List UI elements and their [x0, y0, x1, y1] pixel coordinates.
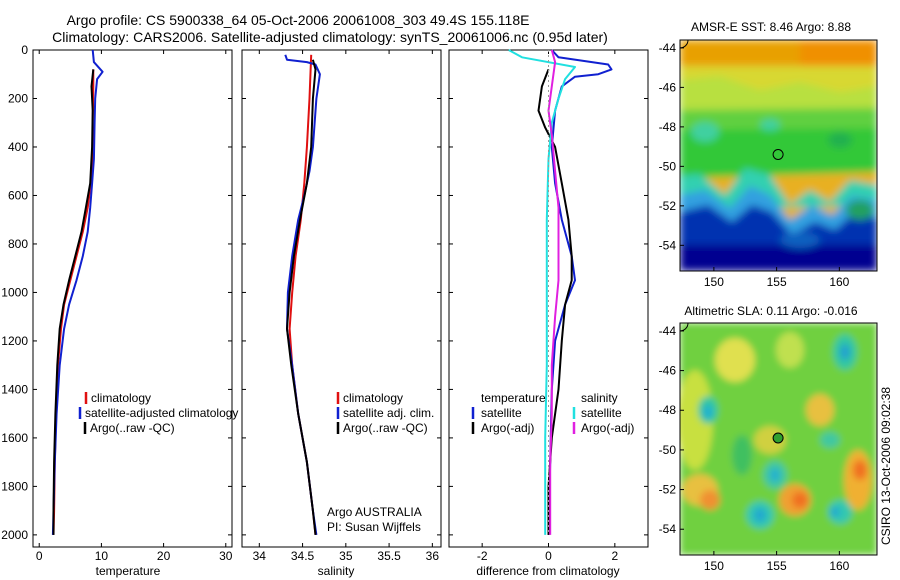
sst-heatmap [680, 40, 877, 271]
diff-legend-salinity-title: salinity [581, 391, 618, 405]
sst_map-lat-label: -44 [659, 41, 677, 55]
salinity-line-argo-raw-qc [286, 59, 317, 536]
salinity-series [284, 54, 321, 536]
temperature-xtick-label: 20 [157, 549, 171, 563]
difference-line-temperature-satellite [547, 49, 613, 535]
difference-profile-panel: -2 0 2 difference from climatology tempera… [448, 49, 649, 578]
depth-tick-label: 400 [8, 140, 28, 154]
sst-map-corner-arc [679, 39, 689, 49]
temperature-x-label: temperature [96, 564, 161, 578]
sla-map-corner-arc [679, 322, 689, 332]
salinity-xtick-label: 36 [426, 549, 440, 563]
sst_map-lon-label: 155 [767, 275, 787, 289]
salinity-xtick-label: 35.5 [377, 549, 401, 563]
temperature-series [51, 49, 104, 535]
sla-argo-location-marker [772, 432, 784, 444]
sst_map-lat-label: -46 [659, 80, 677, 94]
sla-map-title: Altimetric SLA: 0.11 Argo: -0.016 [684, 304, 858, 318]
depth-tick-label: 1800 [1, 479, 28, 493]
difference-axis-ticks: -2 0 2 [449, 49, 648, 563]
sst-map-ticks: 150 155 160 -44 -46 -48 -50 -52 -54 [659, 41, 850, 289]
depth-tick-label: 800 [8, 237, 28, 251]
difference-line-salinity-argo-adj [547, 49, 560, 535]
difference-line-salinity-satellite [508, 49, 576, 535]
difference-line-temperature-argo-adj [537, 69, 573, 535]
sla_map-lat-label: -46 [659, 364, 677, 378]
temp-legend-argo: Argo(..raw -QC) [90, 421, 175, 435]
sal-legend-argo: Argo(..raw -QC) [343, 421, 428, 435]
sla-map-ticks: 150 155 160 -44 -46 -48 -50 -52 -54 [659, 324, 850, 573]
depth-tick-label: 600 [8, 188, 28, 202]
temperature-xtick-label: 0 [36, 549, 43, 563]
sst_map-lat-label: -50 [659, 159, 677, 173]
difference-xtick-label: -2 [477, 549, 488, 563]
argo-program-note: Argo AUSTRALIA [327, 505, 422, 519]
salinity-xtick-label: 34.5 [291, 549, 315, 563]
temp-legend-climatology: climatology [91, 391, 151, 405]
sst-map-panel: AMSR-E SST: 8.46 Argo: 8.88 [659, 20, 878, 289]
diff-legend-sal-satellite: satellite [581, 406, 622, 420]
depth-tick-label: 200 [8, 91, 28, 105]
difference-xtick-label: 2 [611, 549, 618, 563]
figure-title-line-2: Climatology: CARS2006. Satellite-adjuste… [52, 29, 608, 45]
temp-legend-satellite-adjusted: satellite-adjusted climatology [85, 406, 238, 420]
temperature-line-satellite-adjusted-climatology [51, 49, 104, 535]
salinity-xtick-label: 34 [253, 549, 267, 563]
temperature-legend: climatology satellite-adjusted climatolo… [78, 391, 238, 435]
sla-map-panel: Altimetric SLA: 0.11 Argo: -0.016 [659, 304, 878, 573]
sst_map-lat-label: -52 [659, 199, 677, 213]
sla_map-lat-label: -48 [659, 403, 677, 417]
depth-tick-label: 0 [21, 43, 28, 57]
depth-tick-label: 1400 [1, 382, 28, 396]
sst_map-lon-label: 160 [829, 275, 849, 289]
salinity-legend: climatology satellite adj. clim. Argo(..… [336, 391, 434, 435]
temperature-axis-ticks: 0 10 20 30 0 200 400 600 800 1000 1200 1400 1600 1800… [1, 43, 232, 563]
sst_map-lat-label: -54 [659, 238, 677, 252]
sla_map-lon-label: 155 [767, 559, 787, 573]
diff-legend-temp-argo: Argo(-adj) [481, 421, 534, 435]
salinity-xtick-label: 35 [339, 549, 353, 563]
depth-tick-label: 1200 [1, 334, 28, 348]
sst_map-lat-label: -48 [659, 120, 677, 134]
sla_map-lat-label: -44 [659, 324, 677, 338]
sal-legend-climatology: climatology [343, 391, 403, 405]
temperature-xtick-label: 30 [219, 549, 233, 563]
temperature-plot-frame [32, 49, 233, 548]
depth-tick-label: 2000 [1, 528, 28, 542]
sla_map-lat-label: -50 [659, 443, 677, 457]
temperature-profile-panel: 0 10 20 30 0 200 400 600 800 1000 1200 1400 1600 1800… [1, 43, 238, 578]
sla_map-lat-label: -54 [659, 522, 677, 536]
difference-series [508, 49, 613, 535]
sal-legend-satellite: satellite adj. clim. [343, 406, 434, 420]
diff-legend-sal-argo: Argo(-adj) [581, 421, 634, 435]
sla_map-lon-label: 150 [704, 559, 724, 573]
difference-xtick-label: 0 [545, 549, 552, 563]
salinity-plot-frame [241, 49, 442, 548]
difference-x-label: difference from climatology [476, 564, 619, 578]
sst_map-lon-label: 150 [704, 275, 724, 289]
difference-legend: temperature salinity satellite Argo(-adj… [471, 391, 634, 435]
diff-legend-temp-satellite: satellite [481, 406, 522, 420]
salinity-axis-ticks: 34 34.5 35 35.5 36 [242, 49, 441, 563]
salinity-x-label: salinity [318, 564, 355, 578]
temperature-line-argo-raw-qc [52, 69, 95, 535]
csiro-credit-stamp: CSIRO 13-Oct-2006 09:02:38 [879, 387, 893, 545]
diff-legend-temperature-title: temperature [481, 391, 546, 405]
salinity-profile-panel: 34 34.5 35 35.5 36 salinity climatology sate… [241, 49, 442, 578]
temperature-xtick-label: 10 [95, 549, 109, 563]
sla-map-frame [679, 322, 878, 556]
sla_map-lon-label: 160 [829, 559, 849, 573]
sst-argo-location-marker [772, 149, 784, 160]
depth-tick-label: 1000 [1, 285, 28, 299]
depth-tick-label: 1600 [1, 431, 28, 445]
sst-map-title: AMSR-E SST: 8.46 Argo: 8.88 [691, 20, 851, 34]
argo-pi-note: PI: Susan Wijffels [327, 520, 421, 534]
sst-map-frame [679, 39, 878, 272]
sla_map-lat-label: -52 [659, 483, 677, 497]
figure-title-line-1: Argo profile: CS 5900338_64 05-Oct-2006 … [67, 12, 530, 28]
